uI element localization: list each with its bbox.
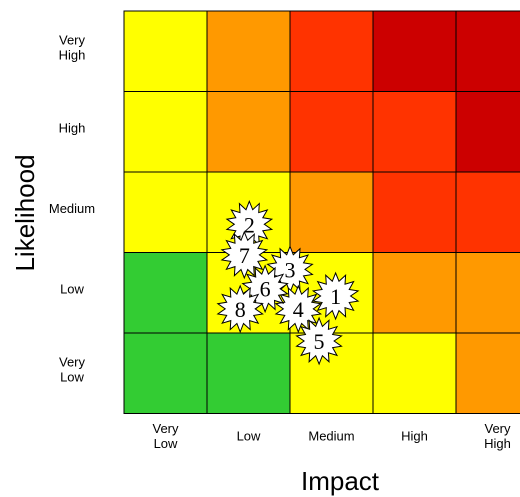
x-tick-label: Very Low bbox=[152, 421, 179, 451]
burst-icon bbox=[220, 230, 269, 280]
critical-label: Critical bbox=[499, 40, 520, 54]
cell-0-4 bbox=[455, 332, 520, 414]
risk-number: 2 bbox=[244, 212, 255, 237]
cell-2-2 bbox=[289, 171, 374, 253]
cell-4-3 bbox=[372, 10, 457, 92]
y-tick-label: High bbox=[59, 120, 86, 135]
cell-3-1 bbox=[206, 91, 291, 173]
cell-0-0 bbox=[123, 332, 208, 414]
cell-3-2 bbox=[289, 91, 374, 173]
risk-number: 4 bbox=[293, 297, 304, 322]
burst-icon bbox=[216, 284, 264, 334]
cell-2-0 bbox=[123, 171, 208, 253]
cell-1-3 bbox=[372, 252, 457, 334]
cell-0-1 bbox=[206, 332, 291, 414]
cell-4-0 bbox=[123, 10, 208, 92]
risk-marker-1: 1 bbox=[311, 271, 360, 321]
risk-number: 3 bbox=[285, 257, 296, 282]
cell-4-1 bbox=[206, 10, 291, 92]
risk-number: 7 bbox=[239, 243, 250, 268]
risk-number: 6 bbox=[260, 277, 271, 302]
cell-2-3 bbox=[372, 171, 457, 253]
cell-1-4 bbox=[455, 252, 520, 334]
matrix-cells bbox=[123, 10, 520, 414]
y-tick-labels: Very Low Low Medium High Very High bbox=[49, 32, 95, 384]
x-tick-labels: Very Low Low Medium High Very High bbox=[152, 421, 511, 451]
x-axis-title: Impact bbox=[301, 466, 380, 496]
cell-0-3 bbox=[372, 332, 457, 414]
burst-icon bbox=[295, 316, 343, 366]
burst-icon bbox=[311, 271, 360, 321]
risk-number: 8 bbox=[235, 297, 246, 322]
cell-1-0 bbox=[123, 252, 208, 334]
risk-number: 1 bbox=[330, 284, 341, 309]
y-tick-label: Very High bbox=[59, 32, 86, 62]
risk-number: 5 bbox=[314, 329, 325, 354]
cell-2-4 bbox=[455, 171, 520, 253]
y-tick-label: Low bbox=[60, 281, 84, 296]
cell-4-4 bbox=[455, 10, 520, 92]
cell-3-0 bbox=[123, 91, 208, 173]
y-tick-label: Medium bbox=[49, 201, 95, 216]
risk-marker-8: 8 bbox=[216, 284, 264, 334]
x-tick-label: Very High bbox=[484, 421, 511, 451]
risk-marker-5: 5 bbox=[295, 316, 343, 366]
cell-3-3 bbox=[372, 91, 457, 173]
cell-annotations: Critical bbox=[499, 40, 520, 54]
x-tick-label: Low bbox=[237, 429, 261, 444]
risk-marker-7: 7 bbox=[220, 230, 269, 280]
y-axis-title: Likelihood bbox=[10, 154, 40, 271]
y-tick-label: Very Low bbox=[59, 354, 86, 384]
cell-4-2 bbox=[289, 10, 374, 92]
x-tick-label: High bbox=[401, 429, 428, 444]
cell-3-4 bbox=[455, 91, 520, 173]
x-tick-label: Medium bbox=[308, 429, 354, 444]
